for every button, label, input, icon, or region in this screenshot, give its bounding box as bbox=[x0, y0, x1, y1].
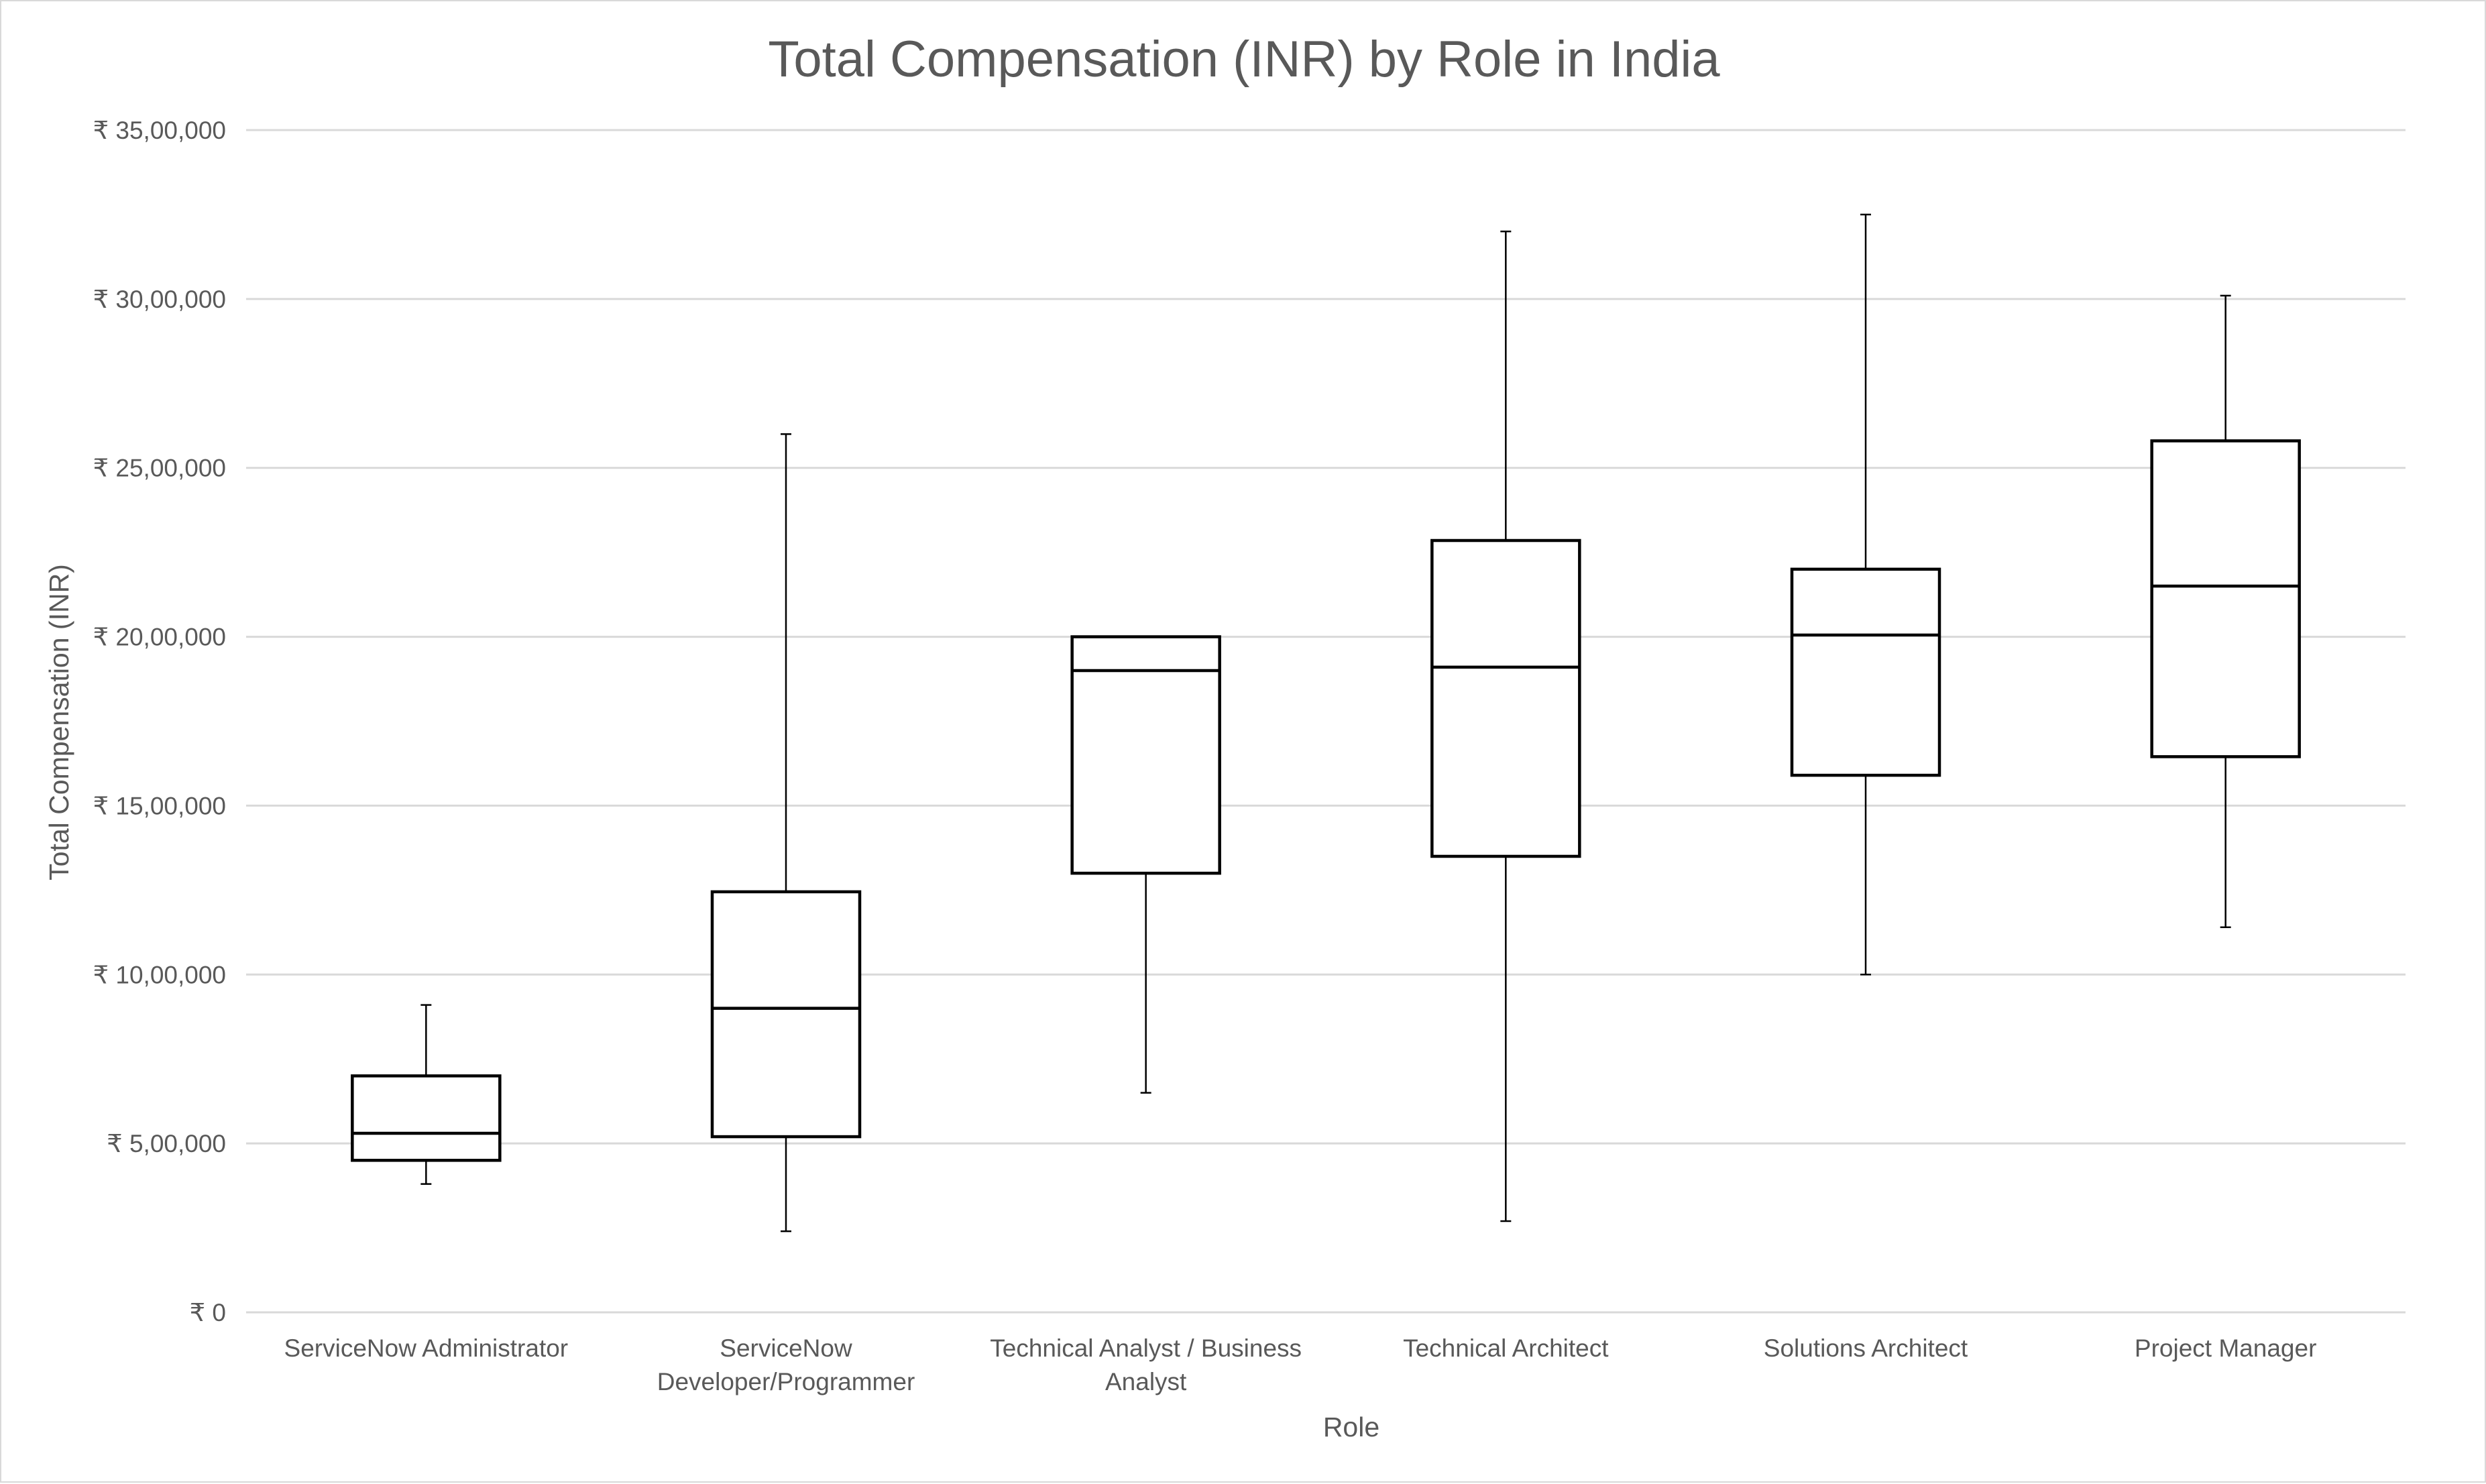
box-iqr bbox=[351, 1074, 502, 1162]
box-group bbox=[2150, 294, 2301, 929]
y-tick-label: ₹ 30,00,000 bbox=[93, 286, 226, 313]
x-category-label: Solutions Architect bbox=[1764, 1334, 1968, 1362]
y-tick-label: ₹ 10,00,000 bbox=[93, 961, 226, 988]
y-tick-label: ₹ 0 bbox=[190, 1299, 226, 1326]
x-category-label: ServiceNow Administrator bbox=[284, 1334, 569, 1362]
box-series bbox=[351, 213, 2301, 1233]
x-category-label: Technical Architect bbox=[1403, 1334, 1609, 1362]
y-axis-ticks: ₹ 0 ₹ 5,00,000 ₹ 10,00,000 ₹ 15,00,000 ₹ 20,… bbox=[93, 117, 226, 1326]
box-group bbox=[1070, 635, 1221, 1094]
y-axis-title: Total Compensation (INR) bbox=[44, 564, 74, 880]
y-tick-label: ₹ 25,00,000 bbox=[93, 455, 226, 482]
x-category-label: ServiceNow bbox=[720, 1334, 852, 1362]
y-tick-label: ₹ 5,00,000 bbox=[107, 1130, 226, 1157]
x-category-label: Developer/Programmer bbox=[657, 1368, 915, 1395]
box-group bbox=[351, 1004, 502, 1185]
gridlines bbox=[246, 129, 2406, 1314]
x-category-label: Project Manager bbox=[2135, 1334, 2316, 1362]
box-iqr bbox=[1790, 567, 1941, 777]
chart-title: Total Compensation (INR) by Role in Indi… bbox=[768, 31, 1720, 88]
box-group bbox=[1790, 213, 1941, 976]
box-iqr bbox=[1430, 538, 1581, 858]
y-tick-label: ₹ 20,00,000 bbox=[93, 624, 226, 651]
x-category-label: Analyst bbox=[1105, 1368, 1187, 1395]
box-group bbox=[1430, 230, 1581, 1222]
box-iqr bbox=[2150, 439, 2301, 758]
x-category-label: Technical Analyst / Business bbox=[990, 1334, 1302, 1362]
y-tick-label: ₹ 35,00,000 bbox=[93, 117, 226, 144]
box-group bbox=[710, 433, 862, 1233]
box-iqr bbox=[710, 890, 862, 1139]
box-iqr bbox=[1070, 635, 1221, 875]
x-axis-title: Role bbox=[1323, 1412, 1379, 1442]
x-axis-categories: ServiceNow Administrator ServiceNow Develo… bbox=[284, 1334, 2317, 1395]
y-tick-label: ₹ 15,00,000 bbox=[93, 792, 226, 819]
